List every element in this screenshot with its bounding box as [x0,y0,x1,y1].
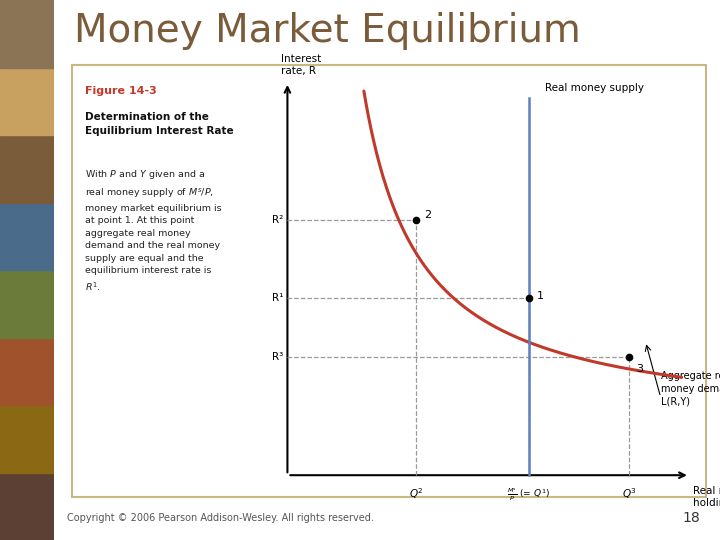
Text: $Q^2$: $Q^2$ [409,486,423,501]
Bar [0,68,54,135]
Bar [0,270,54,338]
Bar [0,202,54,270]
Text: Real money supply: Real money supply [544,84,644,93]
Text: Figure 14-3: Figure 14-3 [85,86,156,97]
Text: 3: 3 [636,364,643,374]
Bar [0,472,54,540]
Text: Copyright © 2006 Pearson Addison-Wesley. All rights reserved.: Copyright © 2006 Pearson Addison-Wesley.… [68,514,374,523]
Text: Aggregate real
money demand,
L(R,Y): Aggregate real money demand, L(R,Y) [661,370,720,407]
Text: With $P$ and $Y$ given and a
real money supply of $M^s$/$P$,
money market equili: With $P$ and $Y$ given and a real money … [85,168,221,293]
Text: Determination of the
Equilibrium Interest Rate: Determination of the Equilibrium Interes… [85,112,233,136]
Text: Money Market Equilibrium: Money Market Equilibrium [74,12,581,50]
Text: 1: 1 [536,291,544,301]
Text: 2: 2 [424,211,431,220]
Bar [0,338,54,405]
Text: Real money
holdings: Real money holdings [693,486,720,508]
Text: R¹: R¹ [271,293,283,303]
Bar [0,135,54,202]
Text: Interest
rate, R: Interest rate, R [281,54,321,76]
Text: $\frac{M^s}{P}$ (= $Q^1$): $\frac{M^s}{P}$ (= $Q^1$) [508,486,550,503]
Text: $Q^3$: $Q^3$ [622,486,637,501]
Bar [0,405,54,472]
Text: R³: R³ [271,352,283,362]
Text: R²: R² [271,215,283,225]
Bar [0,0,54,68]
Text: 18: 18 [683,511,700,525]
